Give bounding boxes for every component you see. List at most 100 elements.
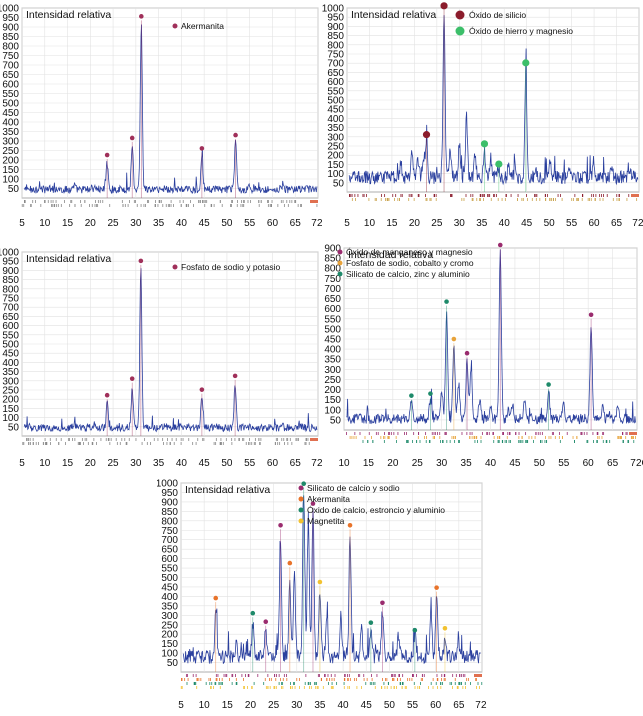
x-tick-label: 20 [245,700,257,711]
phase-marker [451,336,457,342]
x-tick-label: 45 [199,458,211,469]
xrd-chart-3: 50 100 150 200 250 300 350 400 450 500 550 600 650 70… [0,238,322,472]
phase-marker [104,392,110,398]
diffraction-trace [23,268,318,433]
diffraction-trace [182,495,481,665]
phase-marker [213,595,219,601]
legend-marker [337,260,343,266]
y-tick-label: 450 [327,105,344,116]
diffraction-trace [23,24,318,195]
y-tick-label: 950 [161,488,178,499]
x-tick-label: 65 [611,218,623,229]
chart-title: Intensidad relativa [26,9,111,21]
y-tick-label: 550 [324,314,341,325]
x-tick-label: 10 [338,458,350,469]
x-tick-label: 25 [108,218,120,229]
y-tick-label: 750 [2,51,19,62]
legend-marker [455,10,465,20]
x-tick-label: 20 [85,458,97,469]
phase-marker [464,350,470,356]
diffraction-trace [348,15,639,186]
y-tick-label: 350 [2,127,19,138]
phase-marker [263,619,269,624]
x-axis-label: 2Θ [636,458,643,469]
y-tick-label: 100 [2,413,19,424]
x-tick-label: 60 [267,218,279,229]
x-tick-label: 50 [384,700,396,711]
x-tick-label: 65 [607,458,619,469]
x-tick-label: 20 [409,218,421,229]
phase-marker [442,626,448,631]
legend-label: Óxido de silicio [469,10,526,20]
y-tick-label: 200 [2,395,19,406]
y-tick-label: 50 [330,415,342,426]
x-tick-label: 60 [267,458,279,469]
x-tick-label: 7 [632,218,638,229]
y-tick-label: 850 [324,254,341,265]
legend-marker [298,485,304,491]
y-tick-label: 600 [324,304,341,315]
phase-marker [588,312,594,318]
x-tick-label: 50 [544,218,556,229]
phase-marker [380,600,385,606]
x-tick-label: 40 [176,218,188,229]
y-tick-label: 900 [324,244,341,255]
xrd-chart-2: 50 100 150 200 250 300 350 400 450 500 550 600 650 70… [322,0,643,232]
x-tick-label: 15 [363,458,375,469]
y-tick-label: 1000 [322,4,344,15]
x-tick-label: 35 [476,218,488,229]
y-tick-label: 350 [161,601,178,612]
x-tick-label: 40 [176,458,188,469]
y-tick-label: 100 [2,175,19,186]
chart-svg: 5010015020025030035040045050055060065070… [0,248,322,470]
x-tick-label: 15 [62,458,74,469]
legend-label: Óxido de manganeso y magnesio [346,247,473,257]
y-tick-label: 900 [2,266,19,277]
phase-marker [412,627,418,633]
strip-end-marker [310,200,318,203]
x-tick-label: 40 [499,218,511,229]
strip-end-marker [474,674,482,677]
legend-label: Óxido de calcio, estroncio y aluminio [307,505,445,515]
x-tick-label: 5 [178,700,184,711]
y-tick-label: 800 [327,40,344,51]
y-tick-label: 450 [324,335,341,346]
y-tick-label: 550 [2,89,19,100]
legend-label: Magnetita [307,516,345,526]
y-tick-label: 650 [2,312,19,323]
y-tick-label: 750 [161,526,178,537]
y-tick-label: 850 [2,32,19,43]
x-tick-label: 55 [407,700,419,711]
chart-title: Intensidad relativa [185,484,270,496]
x-tick-label: 55 [244,218,256,229]
y-tick-label: 400 [327,114,344,125]
y-tick-label: 900 [161,497,178,508]
y-tick-label: 550 [2,330,19,341]
x-tick-label: 10 [364,218,376,229]
y-tick-label: 850 [327,31,344,42]
phase-marker [444,299,449,304]
y-tick-label: 150 [2,404,19,415]
y-tick-label: 500 [2,340,19,351]
legend-label: Silicato de calcio, zinc y aluminio [346,269,470,279]
y-tick-label: 300 [2,376,19,387]
y-tick-label: 950 [2,13,19,24]
phase-marker [199,387,205,392]
phase-marker [368,620,374,625]
y-tick-label: 800 [161,516,178,527]
y-tick-label: 500 [2,99,19,110]
y-tick-label: 650 [2,70,19,81]
x-tick-label: 50 [221,458,233,469]
x-tick-label: 40 [338,700,350,711]
x-tick-label: 25 [412,458,424,469]
chart-svg: 5010015020025030035040045050055060065070… [324,242,643,469]
chart-title: Intensidad relativa [351,9,436,21]
phase-marker [233,132,238,138]
y-tick-label: 200 [324,385,341,396]
x-tick-label: 7 [311,458,317,469]
y-tick-label: 550 [161,564,178,575]
y-tick-label: 800 [2,284,19,295]
y-tick-label: 200 [161,630,178,641]
y-tick-label: 400 [2,358,19,369]
y-tick-label: 150 [327,160,344,171]
